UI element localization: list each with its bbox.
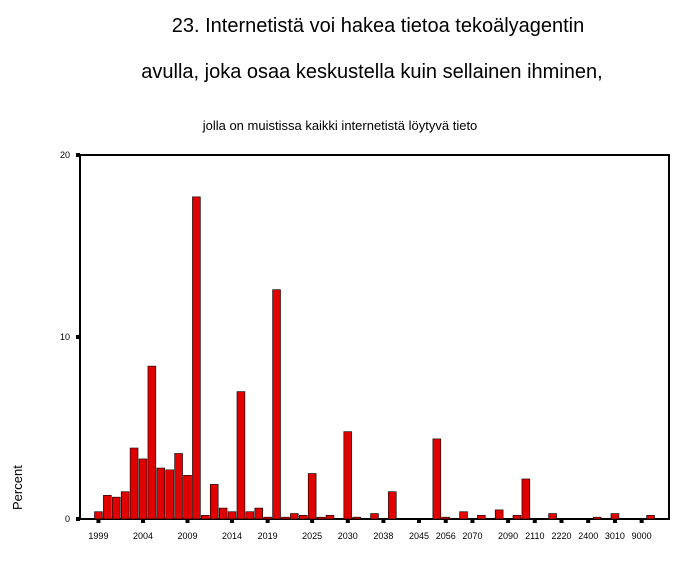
x-tick-mark <box>185 519 190 523</box>
bar-2050 <box>432 438 442 520</box>
bar-2035 <box>370 513 379 520</box>
x-axis: 1999 2004 2009 2014 2019 2025 2030 2038 2045 2056… <box>88 519 652 541</box>
x-tick-mark <box>265 519 270 523</box>
x-tick-label: 2014 <box>222 531 242 541</box>
x-tick-mark <box>230 519 235 523</box>
bar-2005 <box>147 365 157 520</box>
y-tick-label: 20 <box>60 150 70 160</box>
y-tick-label: 10 <box>60 332 70 342</box>
bar-2075 <box>477 515 486 520</box>
bar-1999 <box>94 511 103 520</box>
bar-2026 <box>316 516 326 520</box>
x-tick-mark <box>417 519 422 523</box>
y-tick-mark <box>76 153 80 157</box>
bar-9999 <box>646 515 655 520</box>
chart-title-line-1: 23. Internetistä voi hakea tietoa tekoäl… <box>171 15 585 37</box>
y-tick-label: 0 <box>65 514 70 524</box>
x-tick-label: 2038 <box>373 531 393 541</box>
bar-2002 <box>120 491 130 520</box>
bar-2009 <box>183 475 192 520</box>
bar-2027 <box>325 515 335 520</box>
y-tick-mark <box>76 335 80 339</box>
x-tick-label: 1999 <box>88 531 108 541</box>
bar-2022 <box>290 513 299 520</box>
x-tick-label: 2056 <box>436 531 456 541</box>
x-tick-mark <box>612 519 617 523</box>
bar-2017 <box>245 511 255 520</box>
bar-2085 <box>494 509 504 520</box>
bar-2019 <box>263 516 272 520</box>
chart-subtitle: jolla on muistissa kaikki internetistä l… <box>202 118 478 133</box>
bar-2065 <box>459 511 468 520</box>
bar-2021 <box>281 516 290 520</box>
bar-2020 <box>272 289 281 520</box>
bar-2500 <box>592 516 602 520</box>
y-axis: 0 10 20 <box>60 150 80 524</box>
chart-title-line-2: avulla, joka osaa keskustella kuin sella… <box>141 61 603 83</box>
x-tick-mark <box>96 519 101 523</box>
x-tick-label: 9000 <box>632 531 652 541</box>
x-tick-label: 3010 <box>605 531 625 541</box>
x-tick-label: 2110 <box>525 531 544 541</box>
y-tick-mark <box>76 517 80 521</box>
bar-2013 <box>218 507 228 520</box>
bar-2200 <box>548 513 557 520</box>
bar-2010 <box>192 196 201 520</box>
bar-3010 <box>610 513 620 520</box>
x-tick-mark <box>381 519 386 523</box>
x-tick-label: 2070 <box>462 531 482 541</box>
x-tick-label: 2030 <box>338 531 358 541</box>
x-tick-mark <box>345 519 350 523</box>
x-tick-mark <box>559 519 564 523</box>
x-tick-mark <box>586 519 591 523</box>
x-tick-mark <box>639 519 644 523</box>
bar-2000 <box>103 495 112 520</box>
bar-2100 <box>521 478 531 520</box>
bar-2040 <box>388 491 397 520</box>
bar-2012 <box>209 484 219 520</box>
bar-2095 <box>512 515 522 520</box>
x-tick-label: 2090 <box>498 531 518 541</box>
x-tick-label: 2019 <box>258 531 278 541</box>
bar-2025 <box>307 473 317 520</box>
bar-2014 <box>227 511 237 520</box>
bar-2001 <box>112 496 121 520</box>
bar-2023 <box>299 515 308 520</box>
x-tick-mark <box>140 519 145 523</box>
bar-2030 <box>343 431 353 520</box>
bar-2004 <box>138 458 148 520</box>
x-tick-label: 2220 <box>551 531 571 541</box>
bar-2008 <box>174 453 183 520</box>
x-tick-mark <box>443 519 448 523</box>
bar-2006 <box>156 467 166 520</box>
plot-area-frame <box>79 154 670 520</box>
bar-2007 <box>165 469 174 520</box>
bar-2015 <box>236 391 246 520</box>
bar-2018 <box>254 507 263 520</box>
x-tick-label: 2009 <box>177 531 197 541</box>
bar-2011 <box>201 515 210 520</box>
x-tick-mark <box>470 519 475 523</box>
x-tick-mark <box>532 519 537 523</box>
x-tick-mark <box>310 519 315 523</box>
bar-2056 <box>441 516 450 520</box>
x-tick-mark <box>506 519 511 523</box>
x-tick-label: 2025 <box>302 531 322 541</box>
bar-2003 <box>129 447 139 520</box>
x-tick-label: 2045 <box>409 531 429 541</box>
x-tick-label: 2004 <box>133 531 153 541</box>
bar-2031 <box>352 516 361 520</box>
x-tick-label: 2400 <box>578 531 598 541</box>
bars-group <box>94 196 655 520</box>
